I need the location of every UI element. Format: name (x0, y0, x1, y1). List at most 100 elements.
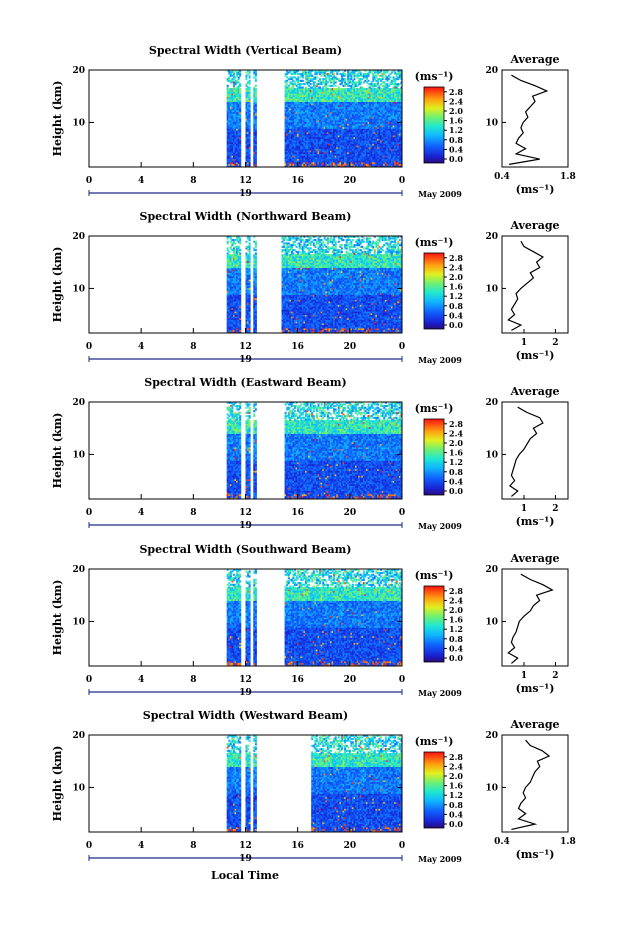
heatmap-cell (297, 108, 300, 111)
heatmap-cell (322, 93, 325, 96)
heatmap-cell (362, 81, 365, 84)
heatmap-cell (292, 140, 295, 143)
heatmap-cell (292, 110, 295, 113)
heatmap-cell (231, 153, 234, 156)
y-tick-label: 10 (72, 118, 85, 128)
heatmap-cell (303, 104, 306, 107)
heatmap-cell (350, 155, 353, 158)
heatmap-cell (328, 101, 331, 104)
heatmap-cell (339, 88, 342, 91)
heatmap-cell (333, 91, 336, 94)
heatmap-cell (295, 71, 298, 74)
heatmap-cell (351, 103, 354, 106)
heatmap-cell (298, 136, 301, 139)
heatmap-cell (350, 151, 353, 154)
heatmap-cell (234, 103, 237, 106)
heatmap-cell (328, 89, 331, 92)
heatmap-cell (341, 123, 343, 126)
heatmap-cell (325, 133, 328, 136)
heatmap-cell (355, 99, 357, 102)
heatmap-cell (333, 98, 336, 101)
heatmap-cell (303, 156, 306, 159)
heatmap-cell (300, 104, 303, 107)
heatmap-cell (331, 78, 334, 81)
heatmap-cell (361, 78, 364, 81)
heatmap-cell (290, 145, 293, 148)
heatmap-cell (303, 71, 306, 74)
heatmap-cell (292, 135, 295, 138)
heatmap-cell (359, 133, 362, 136)
heatmap-cell (287, 108, 290, 111)
heatmap-cell (337, 79, 340, 82)
heatmap-cell (319, 111, 322, 114)
heatmap-cell (337, 123, 340, 126)
heatmap-cell (226, 138, 229, 141)
heatmap-cell (295, 113, 298, 116)
heatmap-cell (337, 133, 340, 136)
heatmap-cell (320, 158, 323, 161)
heatmap-cell (362, 99, 365, 102)
heatmap-cell (362, 118, 365, 121)
heatmap-cell (297, 113, 300, 116)
heatmap-cell (289, 123, 292, 126)
heatmap-cell (337, 116, 340, 119)
heatmap-cell (297, 123, 300, 126)
heatmap-cell (334, 106, 337, 109)
heatmap-cell (328, 108, 331, 111)
heatmap-cell (233, 163, 235, 166)
heatmap-cell (342, 130, 345, 133)
heatmap-cell (364, 141, 367, 144)
heatmap-cell (350, 116, 353, 119)
heatmap-cell (315, 101, 318, 104)
heatmap-cell (234, 126, 237, 129)
heatmap-cell (353, 136, 356, 139)
heatmap-cell (337, 153, 340, 156)
heatmap-cell (306, 121, 309, 124)
heatmap-cell (237, 89, 240, 92)
heatmap-cell (228, 140, 231, 143)
heatmap-cell (237, 146, 240, 149)
heatmap-cell (229, 120, 232, 123)
heatmap-cell (314, 136, 317, 139)
heatmap-cell (353, 156, 356, 159)
heatmap-cell (344, 130, 347, 133)
heatmap-cell (345, 160, 348, 163)
heatmap-cell (306, 123, 309, 126)
heatmap-cell (359, 113, 362, 116)
heatmap-cell (295, 89, 298, 92)
heatmap-cell (287, 120, 290, 123)
heatmap-cell (253, 76, 256, 79)
heatmap-cell (350, 110, 353, 113)
heatmap-cell (312, 101, 315, 104)
heatmap-cell (315, 98, 318, 101)
heatmap-cell (286, 76, 289, 79)
heatmap-cell (295, 141, 298, 144)
heatmap-cell (253, 73, 256, 76)
heatmap-cell (305, 131, 307, 134)
average-y-tick-label: 20 (485, 66, 498, 76)
heatmap-cell (323, 145, 326, 148)
heatmap-cell (317, 111, 320, 114)
heatmap-cell (305, 110, 307, 113)
heatmap-cell (231, 145, 234, 148)
heatmap-cell (248, 71, 251, 74)
heatmap-cell (254, 140, 257, 143)
heatmap-cell (326, 91, 329, 94)
heatmap-cell (297, 153, 300, 156)
heatmap-cell (308, 141, 311, 144)
heatmap-cell (295, 115, 298, 118)
heatmap-cell (326, 101, 329, 104)
heatmap-cell (325, 99, 328, 102)
heatmap-cell (315, 153, 318, 156)
heatmap-cell (364, 79, 367, 82)
heatmap-cell (287, 93, 290, 96)
heatmap-cell (286, 96, 289, 99)
heatmap-cell (312, 150, 315, 153)
heatmap-cell (245, 125, 248, 128)
heatmap-cell (305, 145, 307, 148)
heatmap-cell (326, 73, 329, 76)
heatmap-cell (319, 148, 322, 151)
heatmap-cell (320, 131, 323, 134)
average-frame (501, 69, 569, 168)
heatmap-cell (306, 160, 309, 163)
